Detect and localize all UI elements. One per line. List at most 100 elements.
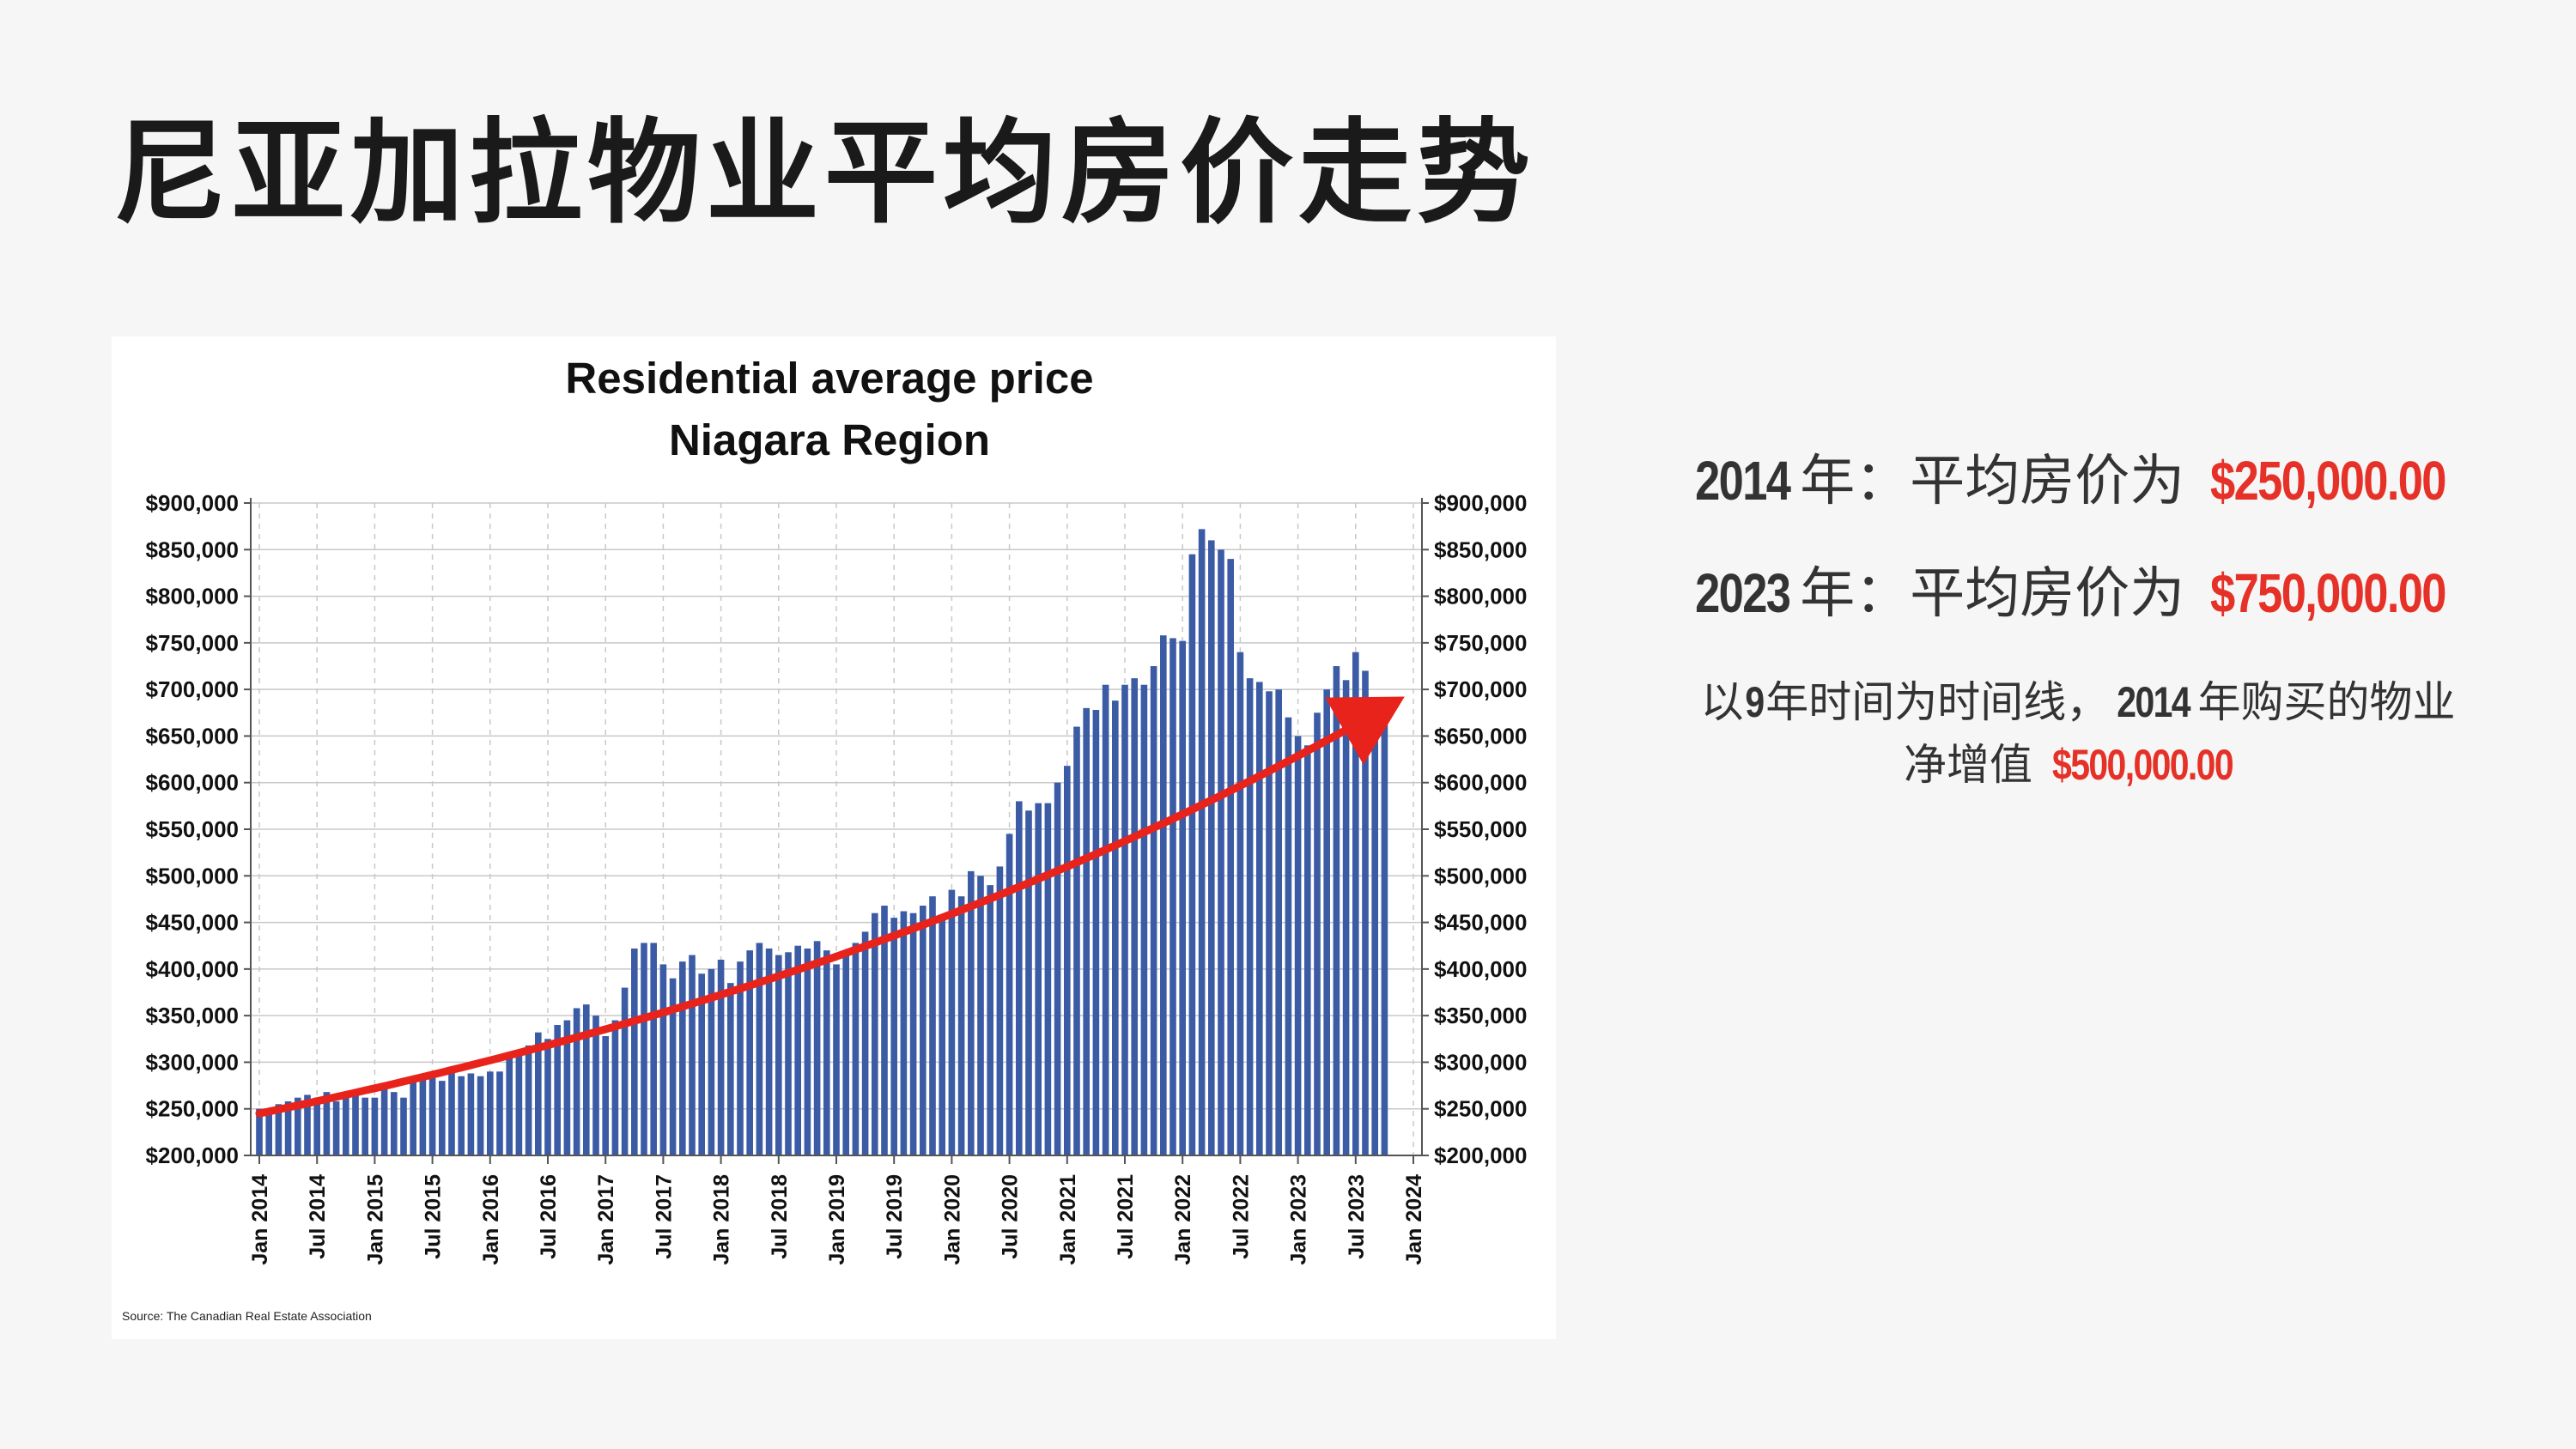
fact-2023-text: 年：平均房价为 [1800, 562, 2185, 626]
bar [861, 931, 869, 1155]
bar [515, 1051, 523, 1155]
fact-gain-amount: $500,000.00 [2052, 740, 2234, 789]
bar [275, 1104, 283, 1155]
bar [967, 870, 975, 1155]
bar [717, 960, 725, 1155]
bar [1131, 678, 1139, 1155]
x-tick-label: Jul 2019 [883, 1174, 907, 1259]
bar [410, 1076, 417, 1155]
fact-2023-year: 2023 [1694, 562, 1791, 624]
bar [582, 1004, 590, 1155]
y-tick-label-left: $750,000 [146, 630, 239, 656]
bar [650, 943, 658, 1155]
bar [641, 943, 647, 1155]
bar [390, 1092, 398, 1155]
bar [756, 943, 763, 1155]
bar [1179, 640, 1187, 1155]
y-tick-label-left: $550,000 [146, 816, 239, 842]
bar [852, 943, 860, 1155]
bar [1054, 782, 1061, 1155]
bar [1111, 700, 1119, 1155]
bar [1333, 666, 1340, 1155]
bar [737, 961, 744, 1155]
chart-subtitle: Niagara Region [669, 415, 990, 464]
bar [371, 1097, 379, 1155]
y-tick-label-left: $250,000 [146, 1096, 239, 1122]
y-tick-label-left: $400,000 [146, 956, 239, 982]
bar [1218, 549, 1224, 1155]
bar [294, 1097, 301, 1155]
bar [602, 1036, 610, 1155]
bar [1015, 801, 1023, 1155]
bar [900, 911, 908, 1155]
bar [611, 1020, 619, 1155]
y-tick-label-right: $300,000 [1434, 1049, 1527, 1075]
bar [419, 1078, 427, 1155]
bar [1198, 529, 1206, 1155]
x-tick-label: Jan 2021 [1056, 1174, 1080, 1265]
bar [1236, 652, 1244, 1155]
bar [1342, 680, 1350, 1155]
y-tick-label-left: $450,000 [146, 910, 239, 936]
x-tick-label: Jul 2015 [422, 1174, 446, 1259]
bar [939, 914, 946, 1155]
bar [525, 1045, 532, 1155]
bar [1170, 638, 1176, 1155]
bar [708, 968, 715, 1155]
bar [1352, 652, 1359, 1155]
fact-gain-p1: 以 [1700, 677, 1744, 727]
bar [1294, 736, 1302, 1155]
bar [506, 1058, 513, 1155]
y-tick-label-right: $400,000 [1434, 956, 1527, 982]
bar [467, 1073, 475, 1155]
bar [458, 1076, 465, 1155]
bar [256, 1108, 263, 1155]
bar [746, 950, 754, 1155]
bar [987, 885, 994, 1155]
x-tick-label: Jul 2023 [1345, 1174, 1369, 1259]
chart-card: Residential average price Niagara Region… [112, 336, 1556, 1339]
y-tick-label-left: $650,000 [146, 723, 239, 749]
bar [823, 950, 830, 1155]
bar [573, 1008, 580, 1155]
bar [438, 1081, 446, 1155]
x-tick-label: Jul 2018 [768, 1174, 792, 1259]
bar [265, 1110, 273, 1155]
y-tick-label-right: $550,000 [1434, 816, 1527, 842]
bar [1303, 745, 1311, 1155]
bar [804, 948, 811, 1155]
x-tick-label: Jul 2020 [999, 1174, 1023, 1259]
x-tick-label: Jan 2014 [248, 1174, 272, 1265]
bar [726, 983, 734, 1155]
y-tick-label-right: $200,000 [1434, 1143, 1527, 1168]
bar [1207, 540, 1215, 1155]
x-tick-label: Jan 2024 [1402, 1174, 1426, 1265]
bar [919, 906, 927, 1155]
bar [1140, 684, 1148, 1155]
bar [765, 948, 773, 1155]
y-tick-label-right: $850,000 [1434, 537, 1527, 562]
fact-gain-year: 2014 [2117, 678, 2191, 726]
y-tick-label-right: $350,000 [1434, 1003, 1527, 1028]
bar [977, 876, 984, 1155]
chart-source: Source: The Canadian Real Estate Associa… [122, 1309, 372, 1323]
bar [448, 1070, 455, 1155]
bar [496, 1071, 503, 1155]
slide-title: 尼亚加拉物业平均房价走势 [113, 107, 1535, 239]
bar [1362, 670, 1369, 1155]
y-tick-label-left: $600,000 [146, 770, 239, 796]
x-tick-label: Jul 2017 [652, 1174, 676, 1259]
bar [313, 1097, 321, 1155]
fact-gain-p3: 年购买的物业 [2197, 677, 2456, 727]
bar [1266, 691, 1273, 1155]
fact-2014-price: $250,000.00 [2210, 450, 2446, 512]
y-tick-label-left: $350,000 [146, 1003, 239, 1028]
y-tick-label-right: $900,000 [1434, 490, 1527, 516]
bar [1246, 678, 1254, 1155]
bar [1371, 699, 1379, 1155]
y-tick-label-left: $200,000 [146, 1143, 239, 1168]
bar [352, 1094, 359, 1155]
bar [929, 896, 936, 1155]
y-tick-label-right: $650,000 [1434, 723, 1527, 749]
bar [1035, 803, 1042, 1155]
